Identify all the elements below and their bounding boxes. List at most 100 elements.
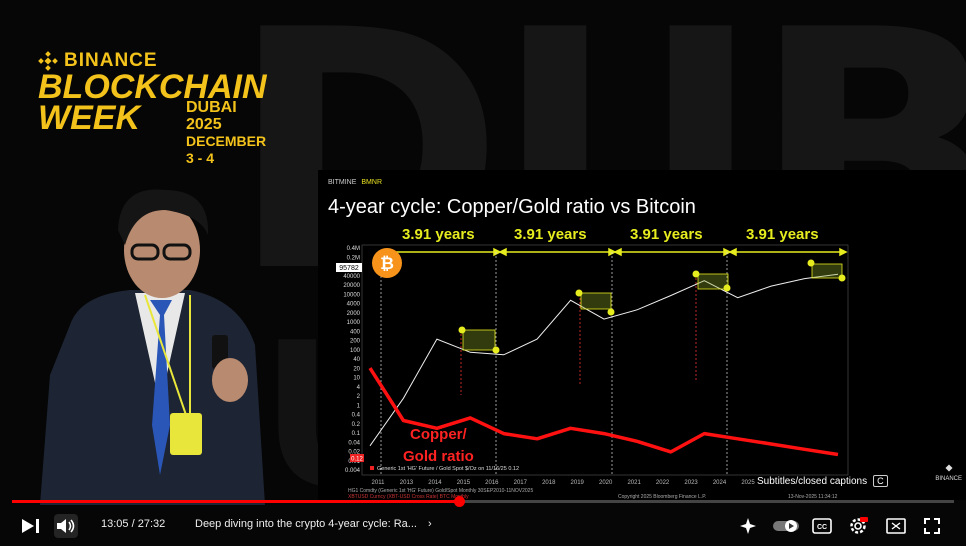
event-title-line1: BLOCKCHAIN bbox=[38, 68, 267, 106]
y-tick-label: 40000 bbox=[343, 274, 360, 280]
fullscreen-icon bbox=[924, 517, 940, 534]
y-tick-label: 100 bbox=[350, 348, 361, 354]
settings-button[interactable] bbox=[846, 505, 870, 546]
copyright-text: Copyright 2025 Bloomberg Finance L.P. bbox=[618, 494, 706, 500]
legend-text: Generic 1st 'HG' Future / Gold Spot $/Oz… bbox=[377, 466, 519, 472]
x-tick-label: 2013 bbox=[400, 480, 414, 486]
y-tick-label: 0.4 bbox=[352, 413, 361, 419]
x-tick-label: 2016 bbox=[485, 480, 499, 486]
y-tick-label: 20 bbox=[353, 366, 360, 372]
volume-icon bbox=[57, 518, 75, 533]
chapter-title-button[interactable]: Deep diving into the crypto 4-year cycle… bbox=[195, 518, 432, 530]
settings-gear-icon bbox=[850, 516, 868, 534]
fullscreen-button[interactable] bbox=[920, 505, 944, 546]
duration: 27:32 bbox=[137, 518, 166, 530]
x-tick-label: 2018 bbox=[542, 480, 556, 486]
event-logo: BINANCE BLOCKCHAIN WEEK DUBAI 2025 DECEM… bbox=[38, 50, 267, 166]
time-display: 13:05 / 27:32 bbox=[101, 518, 166, 530]
event-city: DUBAI 2025 bbox=[186, 99, 237, 133]
event-title-line2: WEEK bbox=[38, 99, 140, 137]
y-tick-label: 40 bbox=[353, 357, 360, 363]
y-tick-label: 0.1 bbox=[352, 431, 361, 437]
left-y-axis: 0.4M 0.2M 40000 20000 10000 4000 2000 1000 400 20… bbox=[343, 246, 360, 474]
timestamp-text: 13-Nov-2025 11:34:12 bbox=[788, 494, 838, 500]
source-footer-2: XBTUSD Curncy (XBT-USD Cross Rate) BTC M… bbox=[348, 494, 469, 500]
slide-tag-ticker: BMNR bbox=[361, 179, 383, 186]
btc-price-line bbox=[369, 273, 839, 447]
binance-corner-icon bbox=[945, 464, 953, 472]
current-time: 13:05 bbox=[101, 518, 129, 530]
play-pause-icon bbox=[22, 518, 39, 533]
x-tick-label: 2011 bbox=[372, 480, 386, 486]
slide-tag: BITMINE BMNR bbox=[328, 179, 382, 186]
subtitles-tooltip: Subtitles/closed captions C bbox=[757, 475, 888, 487]
chevron-right-icon: › bbox=[428, 518, 432, 530]
progress-played bbox=[12, 500, 460, 503]
x-axis: 2011 2013 2014 2015 2016 2017 2018 2019 2020 2021… bbox=[372, 480, 756, 486]
x-tick-label: 2014 bbox=[428, 480, 442, 486]
y-tick-label: 0.004 bbox=[345, 468, 361, 474]
cycle-label-1: 3.91 years bbox=[402, 226, 475, 243]
x-tick-label: 2024 bbox=[713, 480, 727, 486]
x-tick-label: 2023 bbox=[684, 480, 698, 486]
ratio-price-tag: 0.12 bbox=[350, 454, 364, 463]
play-pause-button[interactable] bbox=[16, 505, 46, 546]
scrubber-handle[interactable] bbox=[454, 496, 466, 507]
cycle-arrows bbox=[381, 247, 848, 257]
cycle-label-4: 3.91 years bbox=[746, 226, 819, 243]
source-footer: HG1 Comdty (Generic 1st 'HG' Future) Gol… bbox=[348, 488, 533, 494]
y-tick-label: 4000 bbox=[347, 302, 361, 308]
event-dates: DECEMBER 3 - 4 bbox=[186, 133, 267, 166]
ratio-label-line2: Gold ratio bbox=[403, 448, 474, 465]
autoplay-toggle[interactable] bbox=[772, 505, 800, 546]
autoplay-toggle-icon bbox=[773, 519, 799, 532]
btc-price-tag: 95782 bbox=[336, 263, 362, 272]
y-tick-label: 10 bbox=[353, 376, 360, 382]
y-tick-label: 0.02 bbox=[348, 450, 360, 456]
y-tick-label: 10000 bbox=[343, 292, 360, 298]
volume-button[interactable] bbox=[54, 505, 78, 546]
chapter-title: Deep diving into the crypto 4-year cycle… bbox=[195, 518, 417, 530]
chart-frame bbox=[361, 244, 849, 476]
ask-button[interactable] bbox=[736, 505, 760, 546]
cc-button[interactable]: CC bbox=[810, 505, 834, 546]
cycle-label-3: 3.91 years bbox=[630, 226, 703, 243]
cycle-chart: 0.4M 0.2M 40000 20000 10000 4000 2000 1000 400 20… bbox=[336, 244, 849, 500]
copper-gold-ratio-line bbox=[368, 367, 839, 457]
ratio-label-line1: Copper/ bbox=[410, 426, 468, 443]
x-tick-label: 2019 bbox=[571, 480, 585, 486]
svg-text:₿: ₿ bbox=[380, 254, 394, 274]
x-tick-label: 2017 bbox=[514, 480, 528, 486]
y-tick-label: 4 bbox=[357, 385, 361, 391]
y-tick-label: 200 bbox=[350, 339, 361, 345]
cycle-label-2: 3.91 years bbox=[514, 226, 587, 243]
btc-price-tag-text: 95782 bbox=[339, 265, 359, 272]
cycle-dots bbox=[458, 259, 846, 354]
ratio-price-tag-text: 0.12 bbox=[351, 457, 363, 463]
y-tick-label: 2000 bbox=[347, 311, 361, 317]
subtitles-shortcut-key: C bbox=[873, 475, 888, 487]
y-tick-label: 400 bbox=[350, 329, 361, 335]
progress-bar[interactable] bbox=[12, 496, 954, 507]
binance-corner-text: BINANCE bbox=[935, 476, 962, 482]
y-tick-label: 0.2 bbox=[352, 422, 361, 428]
y-tick-label: 1000 bbox=[347, 320, 361, 326]
miniplayer-button[interactable] bbox=[884, 505, 908, 546]
y-tick-label: 0.4M bbox=[347, 246, 360, 252]
x-tick-label: 2022 bbox=[656, 480, 670, 486]
miniplayer-icon bbox=[886, 517, 906, 534]
y-tick-label: 1 bbox=[357, 403, 361, 409]
x-tick-label: 2025 bbox=[741, 480, 755, 486]
player-controls: 13:05 / 27:32 Deep diving into the crypt… bbox=[0, 505, 966, 546]
binance-corner-logo: BINANCE bbox=[935, 462, 962, 482]
y-tick-label: 20000 bbox=[343, 283, 360, 289]
bitcoin-icon: ₿ bbox=[372, 248, 402, 278]
x-tick-label: 2021 bbox=[627, 480, 641, 486]
presentation-slide: BITMINE BMNR 4-year cycle: Copper/Gold ra… bbox=[318, 170, 966, 500]
svg-text:CC: CC bbox=[817, 524, 827, 531]
slide-tag-company: BITMINE bbox=[328, 179, 357, 186]
legend-swatch bbox=[370, 466, 374, 470]
y-tick-label: 0.2M bbox=[347, 255, 360, 261]
subtitles-tooltip-text: Subtitles/closed captions bbox=[757, 475, 868, 487]
